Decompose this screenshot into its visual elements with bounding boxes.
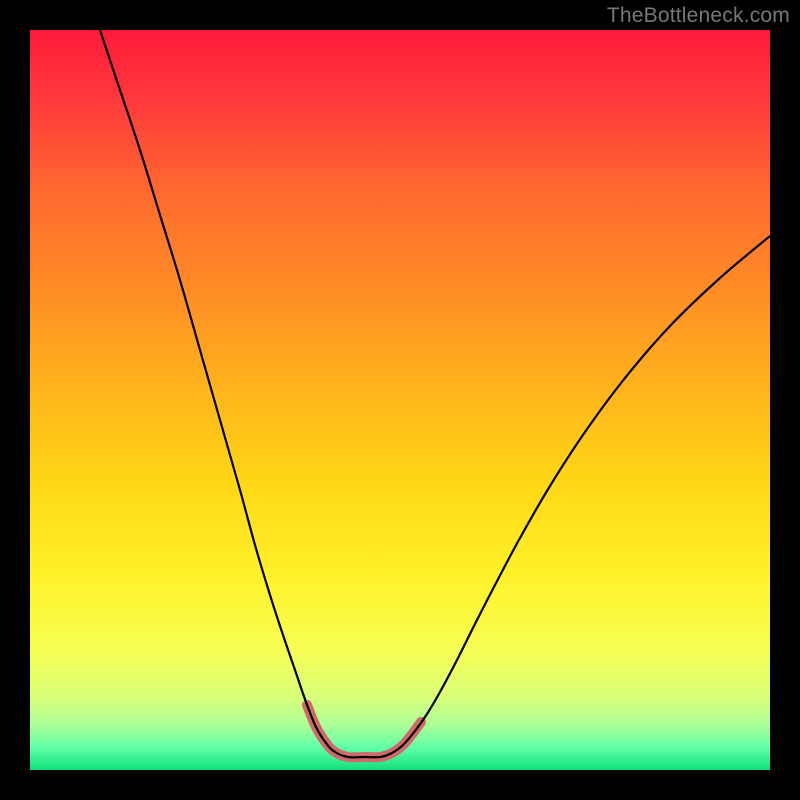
optimal-region-highlight <box>307 705 421 757</box>
plot-area <box>30 30 770 770</box>
bottleneck-line <box>100 30 770 757</box>
watermark-text: TheBottleneck.com <box>607 4 790 28</box>
bottleneck-curve <box>30 30 770 770</box>
chart-frame: TheBottleneck.com <box>0 0 800 800</box>
plot-outer <box>30 30 770 770</box>
